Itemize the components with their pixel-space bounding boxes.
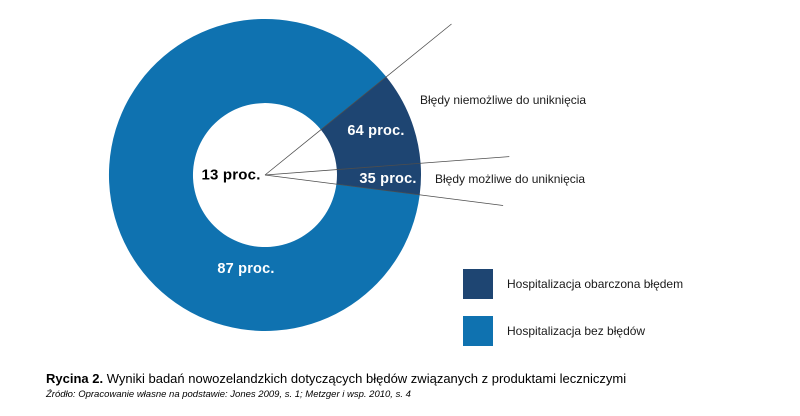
caption-text: Wyniki badań nowozelandzkich dotyczących…: [103, 371, 627, 386]
legend-item-no-errors: Hospitalizacja bez błędów: [463, 316, 645, 346]
callout-unavoidable-errors: Błędy niemożliwe do uniknięcia: [420, 93, 587, 107]
figure-caption: Rycina 2. Wyniki badań nowozelandzkich d…: [46, 371, 626, 386]
legend-swatch-no-errors-icon: [463, 316, 493, 346]
unavoidable-value-label: 64 proc.: [347, 123, 405, 139]
callout-avoidable-errors: Błędy możliwe do uniknięcia: [435, 172, 586, 186]
legend-label-errors: Hospitalizacja obarczona błędem: [507, 277, 684, 291]
slice-errors-avoidable: [336, 163, 422, 195]
slice-no-errors: [108, 18, 420, 331]
leader-line-top: [264, 23, 452, 176]
avoidable-value-label: 35 proc.: [359, 171, 417, 187]
legend-swatch-errors-icon: [463, 269, 493, 299]
caption-prefix: Rycina 2.: [46, 371, 104, 386]
figure-source: Źródło: Opracowanie własne na podstawie:…: [46, 389, 411, 400]
leader-line-bottom: [264, 174, 504, 206]
legend-item-errors: Hospitalizacja obarczona błędem: [463, 269, 683, 299]
legend-label-no-errors: Hospitalizacja bez błędów: [507, 324, 646, 338]
slice-errors-unavoidable: [320, 76, 421, 170]
center-value-label: 13 proc.: [201, 166, 261, 184]
leader-line-middle: [264, 156, 510, 176]
no-errors-value-label: 87 proc.: [217, 261, 275, 277]
